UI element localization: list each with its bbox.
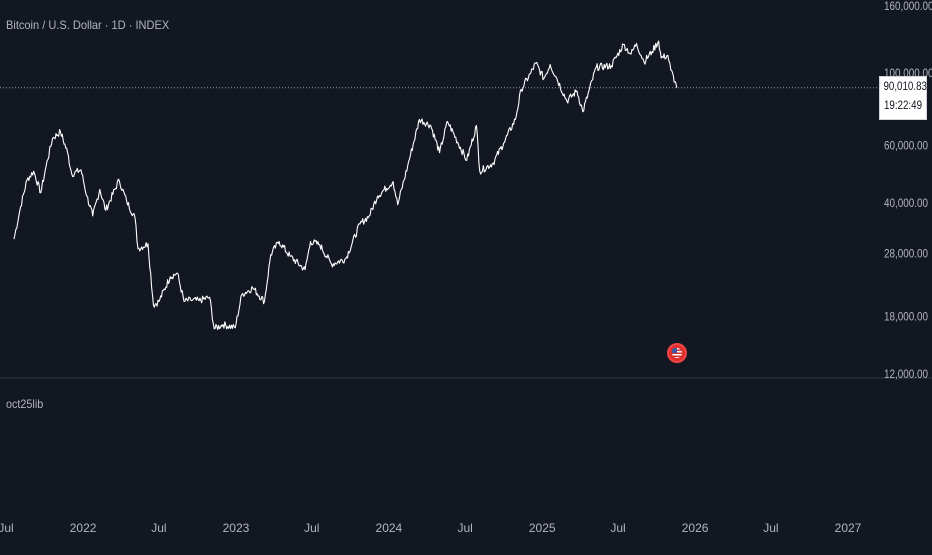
price-series-line [13, 40, 678, 331]
time-tick-label: 2022 [70, 521, 97, 535]
symbol-title[interactable]: Bitcoin / U.S. Dollar · 1D · INDEX [6, 18, 170, 32]
time-tick-label: Jul [763, 521, 778, 535]
time-tick-label: Jul [610, 521, 625, 535]
time-axis[interactable]: Jul 2022 Jul 2023 Jul 2024 Jul 2025 Jul 2026 Jul 20… [0, 521, 862, 535]
price-tick-label: 28,000.00 [884, 248, 928, 261]
price-tick-label: 40,000.00 [884, 197, 928, 210]
time-tick-label: 2024 [376, 521, 403, 535]
time-tick-label: Jul [457, 521, 472, 535]
time-tick-label: 2025 [529, 521, 556, 535]
indicator-label[interactable]: oct25lib [6, 397, 44, 411]
price-axis[interactable]: 160,000.00100,000.0060,000.0040,000.0028… [884, 0, 932, 381]
time-tick-label: 2026 [682, 521, 709, 535]
bar-countdown: 19:22:49 [883, 100, 923, 112]
price-tick-label: 18,000.00 [884, 311, 928, 324]
time-tick-label: Jul [304, 521, 319, 535]
time-tick-label: 2027 [835, 521, 862, 535]
last-price-value: 90,010.83 [883, 81, 927, 93]
price-tick-label: 160,000.00 [884, 0, 932, 13]
time-tick-label: Jul [151, 521, 166, 535]
us-flag-icon[interactable] [667, 343, 687, 363]
time-tick-label: 2023 [223, 521, 250, 535]
price-tick-label: 12,000.00 [884, 368, 928, 381]
price-tick-label: 60,000.00 [884, 140, 928, 153]
last-price-badge: 90,010.83 19:22:49 [879, 76, 927, 120]
series-group [13, 40, 678, 331]
time-tick-label: Jul [0, 521, 14, 535]
